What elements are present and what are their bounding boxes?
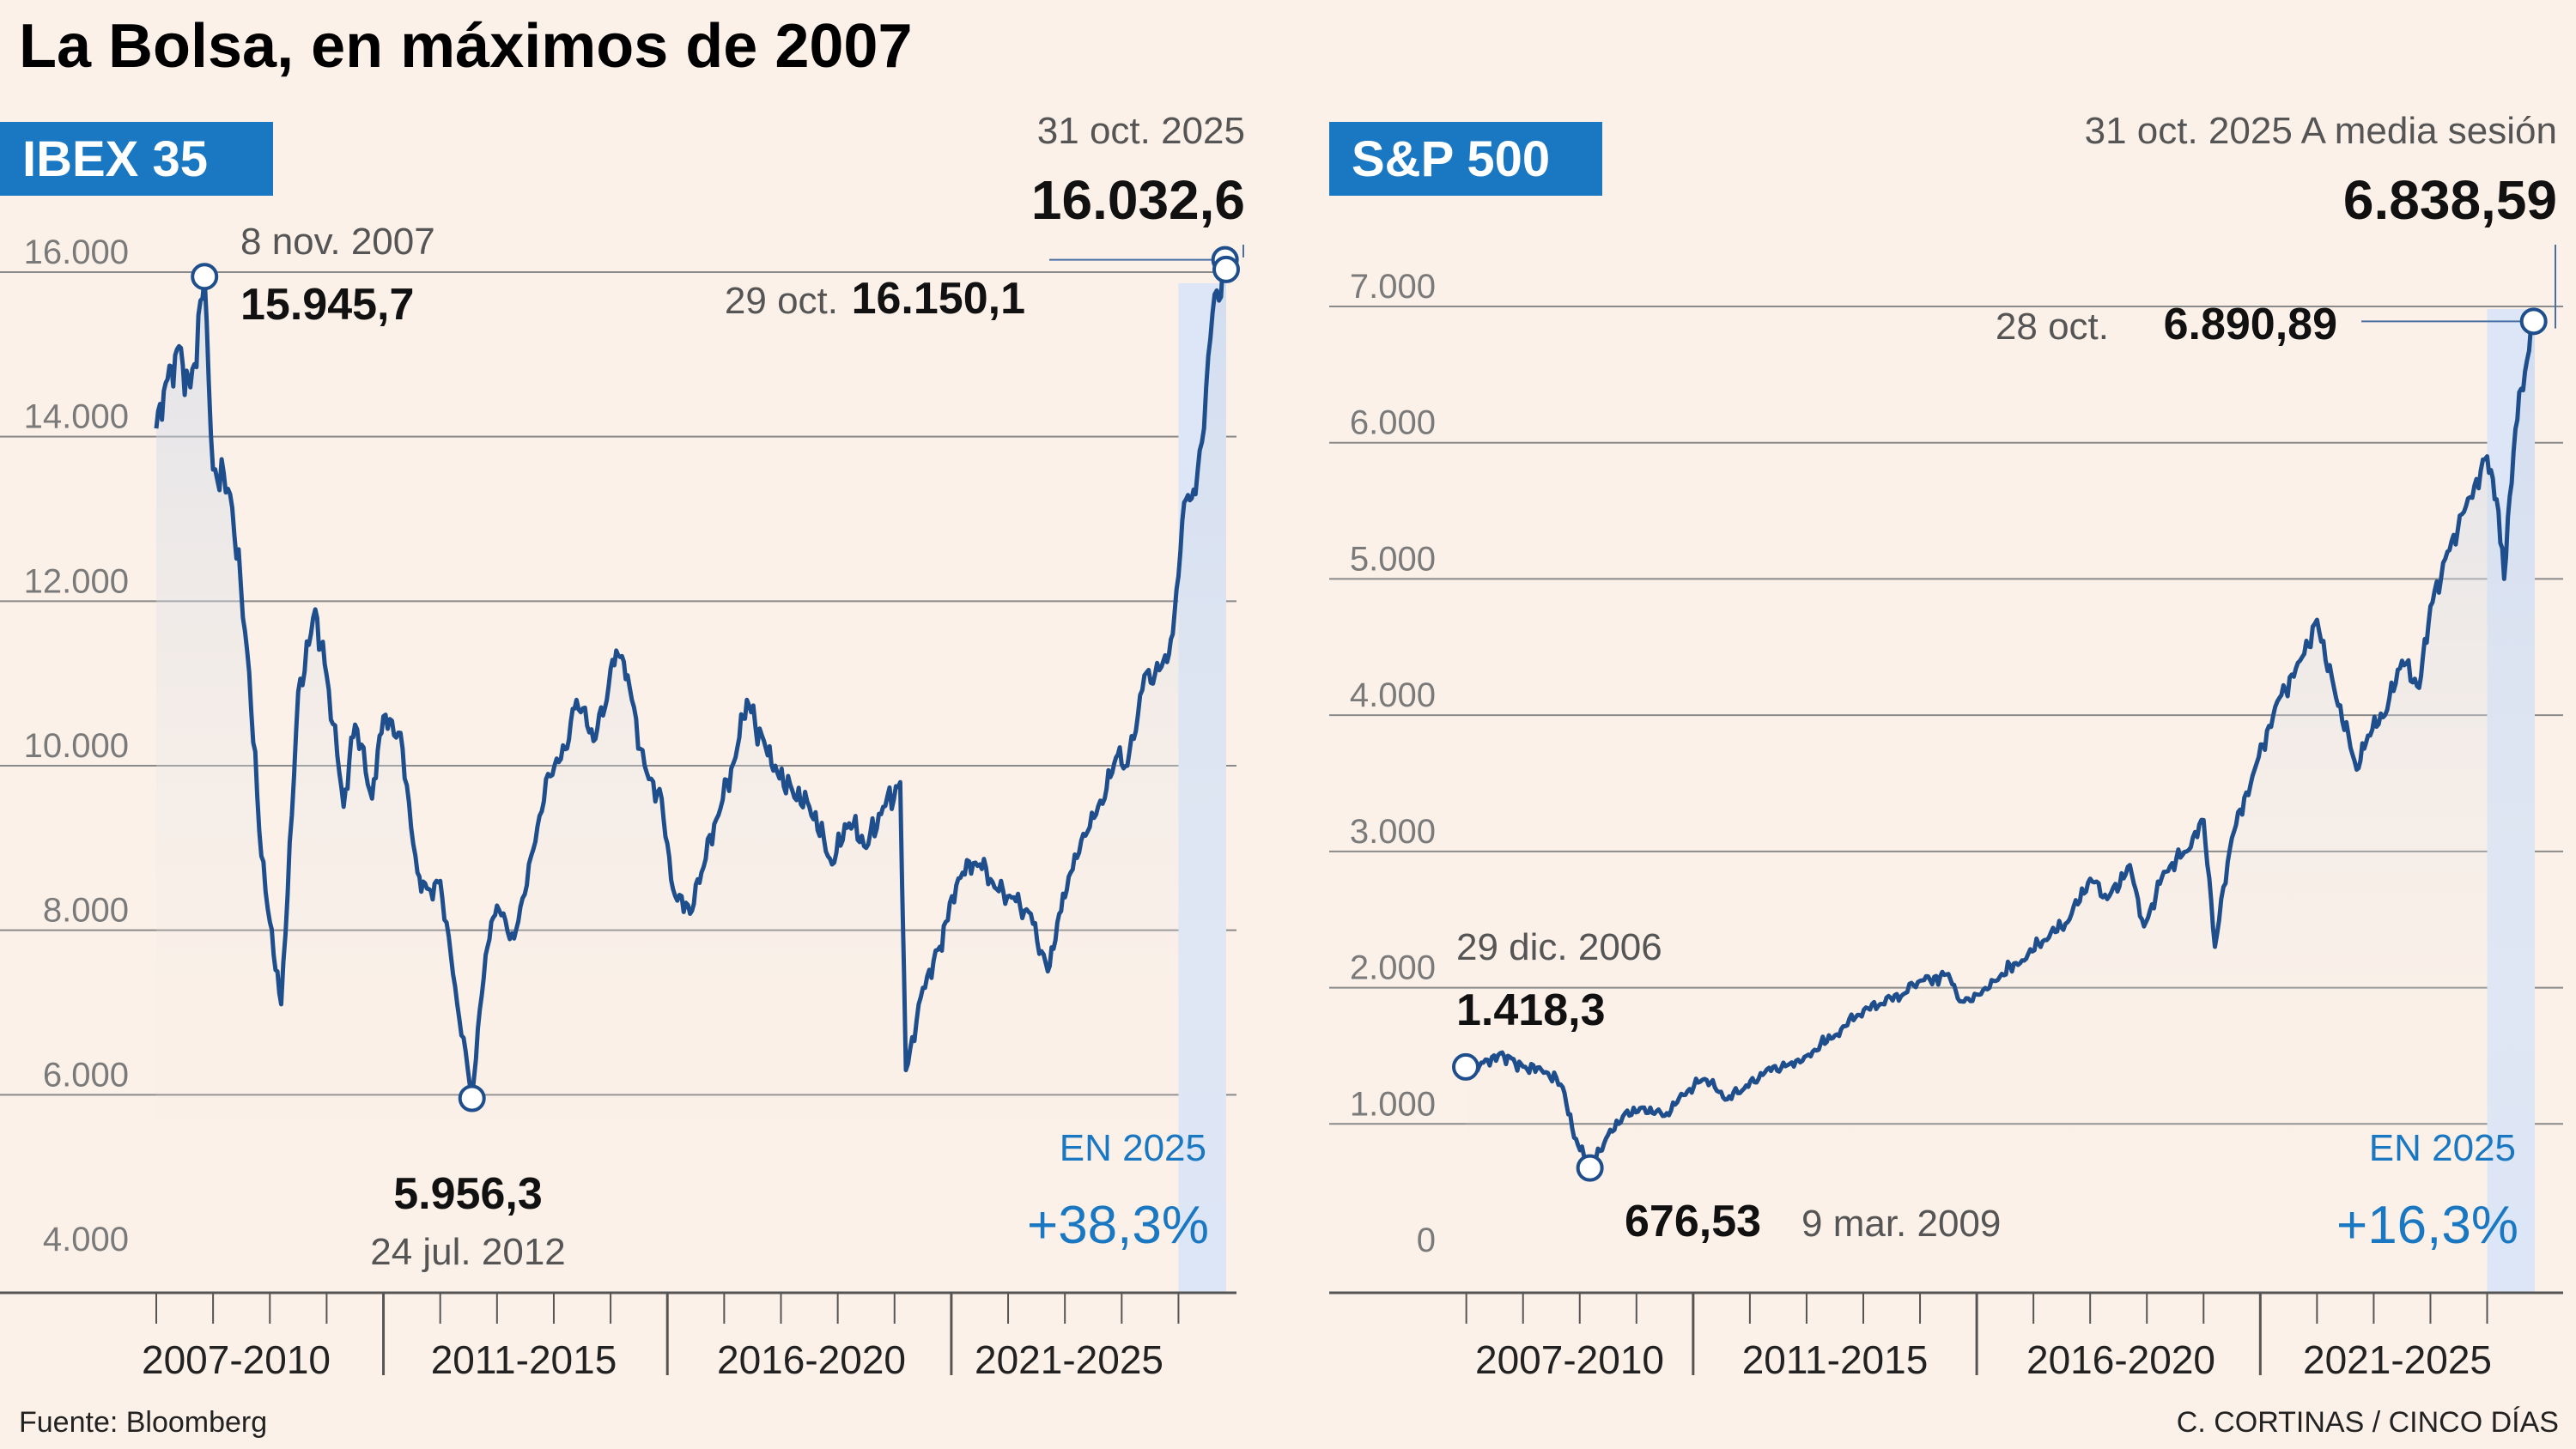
ibex-title: IBEX 35 [22,131,208,187]
sp500-period-label: 2007-2010 [1475,1337,1664,1382]
credit-note: C. CORTINAS / CINCO DÍAS [2177,1406,2559,1439]
sp500-recent-high-date: 28 oct. [1996,306,2109,348]
sp500-area [1466,320,2535,1293]
ibex-series-line [154,251,1229,1100]
ibex-low-value: 5.956,3 [393,1169,543,1219]
sp500-panel: S&P 500 7.000 6.000 5.000 4.000 3.000 2.000 1.… [1329,110,2563,1382]
sp500-last-date: 31 oct. 2025 A media sesión [2085,110,2557,152]
ibex-last-date: 31 oct. 2025 [1037,110,1245,152]
ibex-period-label: 2007-2010 [142,1337,331,1382]
ibex-period-labels: 2007-2010 2011-2015 2016-2020 2021-2025 [142,1337,1163,1382]
ibex-title-badge [0,122,273,196]
sp500-period-labels: 2007-2010 2011-2015 2016-2020 2021-2025 [1475,1337,2492,1382]
y-tick-label: 3.000 [1350,813,1436,851]
sp500-series-line [1464,318,2537,1171]
ibex-recent-high-value: 16.150,1 [852,274,1025,324]
sp500-x-ticks [1465,1293,2488,1375]
sp500-title-badge [1329,122,1602,196]
sp500-period-label: 2021-2025 [2303,1337,2492,1382]
y-tick-label: 4.000 [1350,676,1436,714]
y-tick-label: 14.000 [24,398,129,436]
ibex-peak-value: 15.945,7 [240,280,414,330]
ibex-period-label: 2011-2015 [431,1337,617,1382]
y-tick-label: 0 [1417,1222,1436,1259]
sp500-low-date: 9 mar. 2009 [1801,1203,2001,1245]
ibex-last-marker [1212,255,1240,283]
page-title: La Bolsa, en máximos de 2007 [19,12,912,81]
sp500-period-label: 2016-2020 [2026,1337,2215,1382]
sp500-last-value: 6.838,59 [2343,169,2557,231]
y-tick-label: 7.000 [1350,268,1436,306]
ibex-peak-date: 8 nov. 2007 [240,221,435,263]
ibex-recent-high-date: 29 oct. [725,280,838,322]
y-tick-label: 12.000 [24,562,129,600]
ibex-ytd-label: EN 2025 [1060,1127,1206,1169]
ibex-period-label: 2016-2020 [717,1337,906,1382]
ibex-peak-marker [191,263,219,291]
ibex-last-value: 16.032,6 [1031,169,1245,231]
y-tick-label: 5.000 [1350,540,1436,578]
y-tick-label: 1.000 [1350,1085,1436,1123]
ibex-x-ticks [155,1293,1180,1375]
ibex-y-axis: 16.000 14.000 12.000 10.000 8.000 6.000 4.000 [24,233,129,1258]
y-tick-label: 10.000 [24,727,129,765]
sp500-title: S&P 500 [1352,131,1550,187]
sp500-recent-high-marker [2519,307,2548,336]
y-tick-label: 2.000 [1350,949,1436,987]
y-tick-label: 16.000 [24,233,129,271]
y-tick-label: 4.000 [43,1221,129,1258]
ibex-period-label: 2021-2025 [975,1337,1163,1382]
sp500-start-value: 1.418,3 [1456,985,1606,1035]
sp500-ytd-change: +16,3% [2336,1196,2518,1255]
y-tick-label: 8.000 [43,892,129,930]
sp500-y-axis: 7.000 6.000 5.000 4.000 3.000 2.000 1.000 0 [1350,268,1436,1259]
sp500-start-date: 29 dic. 2006 [1456,926,1662,968]
sp500-low-value: 676,53 [1625,1197,1761,1246]
source-note: Fuente: Bloomberg [19,1406,267,1439]
sp500-start-marker [1452,1052,1479,1081]
ibex-panel: IBEX 35 16.000 14.000 12.000 10.000 8.000 6.0… [0,110,1245,1382]
y-tick-label: 6.000 [43,1056,129,1094]
y-tick-label: 6.000 [1350,404,1436,442]
ibex-low-marker [458,1084,486,1113]
ibex-area [156,252,1226,1293]
sp500-low-marker [1576,1154,1604,1182]
ibex-ytd-change: +38,3% [1027,1196,1209,1255]
sp500-period-label: 2011-2015 [1742,1337,1929,1382]
sp500-recent-high-value: 6.890,89 [2164,300,2337,349]
ibex-low-date: 24 jul. 2012 [370,1231,566,1273]
sp500-ytd-label: EN 2025 [2369,1127,2516,1169]
